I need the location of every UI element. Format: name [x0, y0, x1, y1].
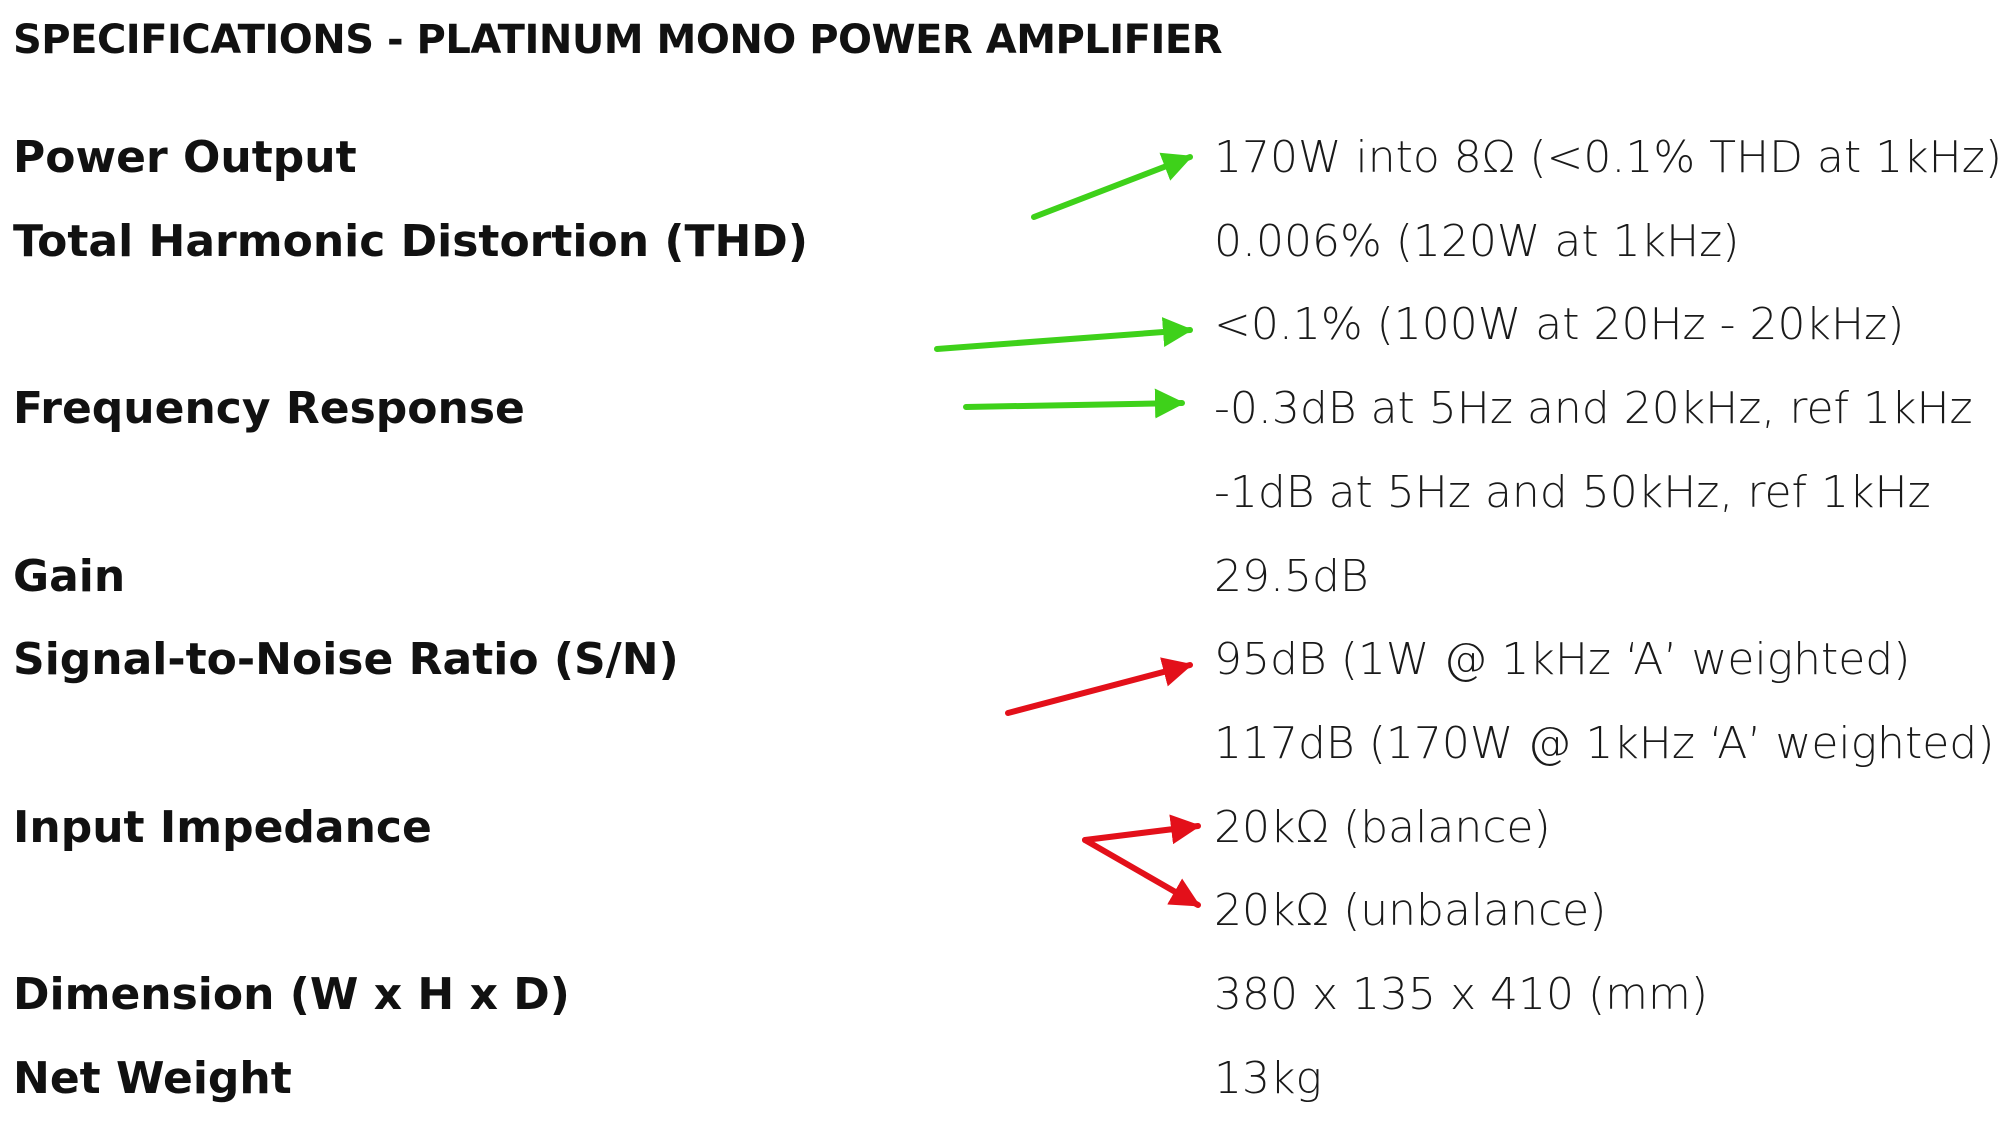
- spec-value: 29.5dB: [1214, 550, 1369, 602]
- spec-label: Power Output: [13, 132, 357, 183]
- spec-value: 20kΩ (unbalance): [1214, 885, 1607, 937]
- spec-label: Signal-to-Noise Ratio (S/N): [13, 634, 679, 686]
- arrow: [1082, 837, 1201, 908]
- spec-value: 20kΩ (balance): [1214, 801, 1551, 853]
- arrow: [1031, 152, 1193, 220]
- arrow: [1005, 657, 1193, 716]
- spec-label: Frequency Response: [13, 383, 525, 435]
- title: SPECIFICATIONS - PLATINUM MONO POWER AMP…: [13, 17, 1223, 63]
- spec-value: 380 x 135 x 410 (mm): [1214, 969, 1709, 1020]
- spec-value: -1dB at 5Hz and 50kHz, ref 1kHz: [1214, 466, 1931, 518]
- spec-value: 117dB (170W @ 1kHz ‘A’ weighted): [1214, 717, 1995, 769]
- spec-value: <0.1% (100W at 20Hz - 20kHz): [1214, 299, 1905, 351]
- spec-label: Gain: [13, 550, 126, 602]
- spec-value: 95dB (1W @ 1kHz ‘A’ weighted): [1214, 634, 1911, 686]
- spec-label: Net Weight: [13, 1052, 292, 1104]
- arrow: [963, 388, 1185, 419]
- red-arrows: [1005, 657, 1201, 908]
- spec-value: 0.006% (120W at 1kHz): [1214, 215, 1740, 267]
- arrow: [934, 317, 1193, 352]
- spec-value: -0.3dB at 5Hz and 20kHz, ref 1kHz: [1214, 383, 1973, 435]
- arrow: [1082, 814, 1201, 845]
- spec-label: Dimension (W x H x D): [13, 969, 570, 1020]
- spec-label: Input Impedance: [13, 801, 432, 853]
- spec-label: Total Harmonic Distortion (THD): [13, 215, 808, 267]
- green-arrows: [934, 152, 1193, 419]
- spec-value: 13kg: [1214, 1052, 1322, 1104]
- spec-value: 170W into 8Ω (<0.1% THD at 1kHz): [1214, 132, 2003, 183]
